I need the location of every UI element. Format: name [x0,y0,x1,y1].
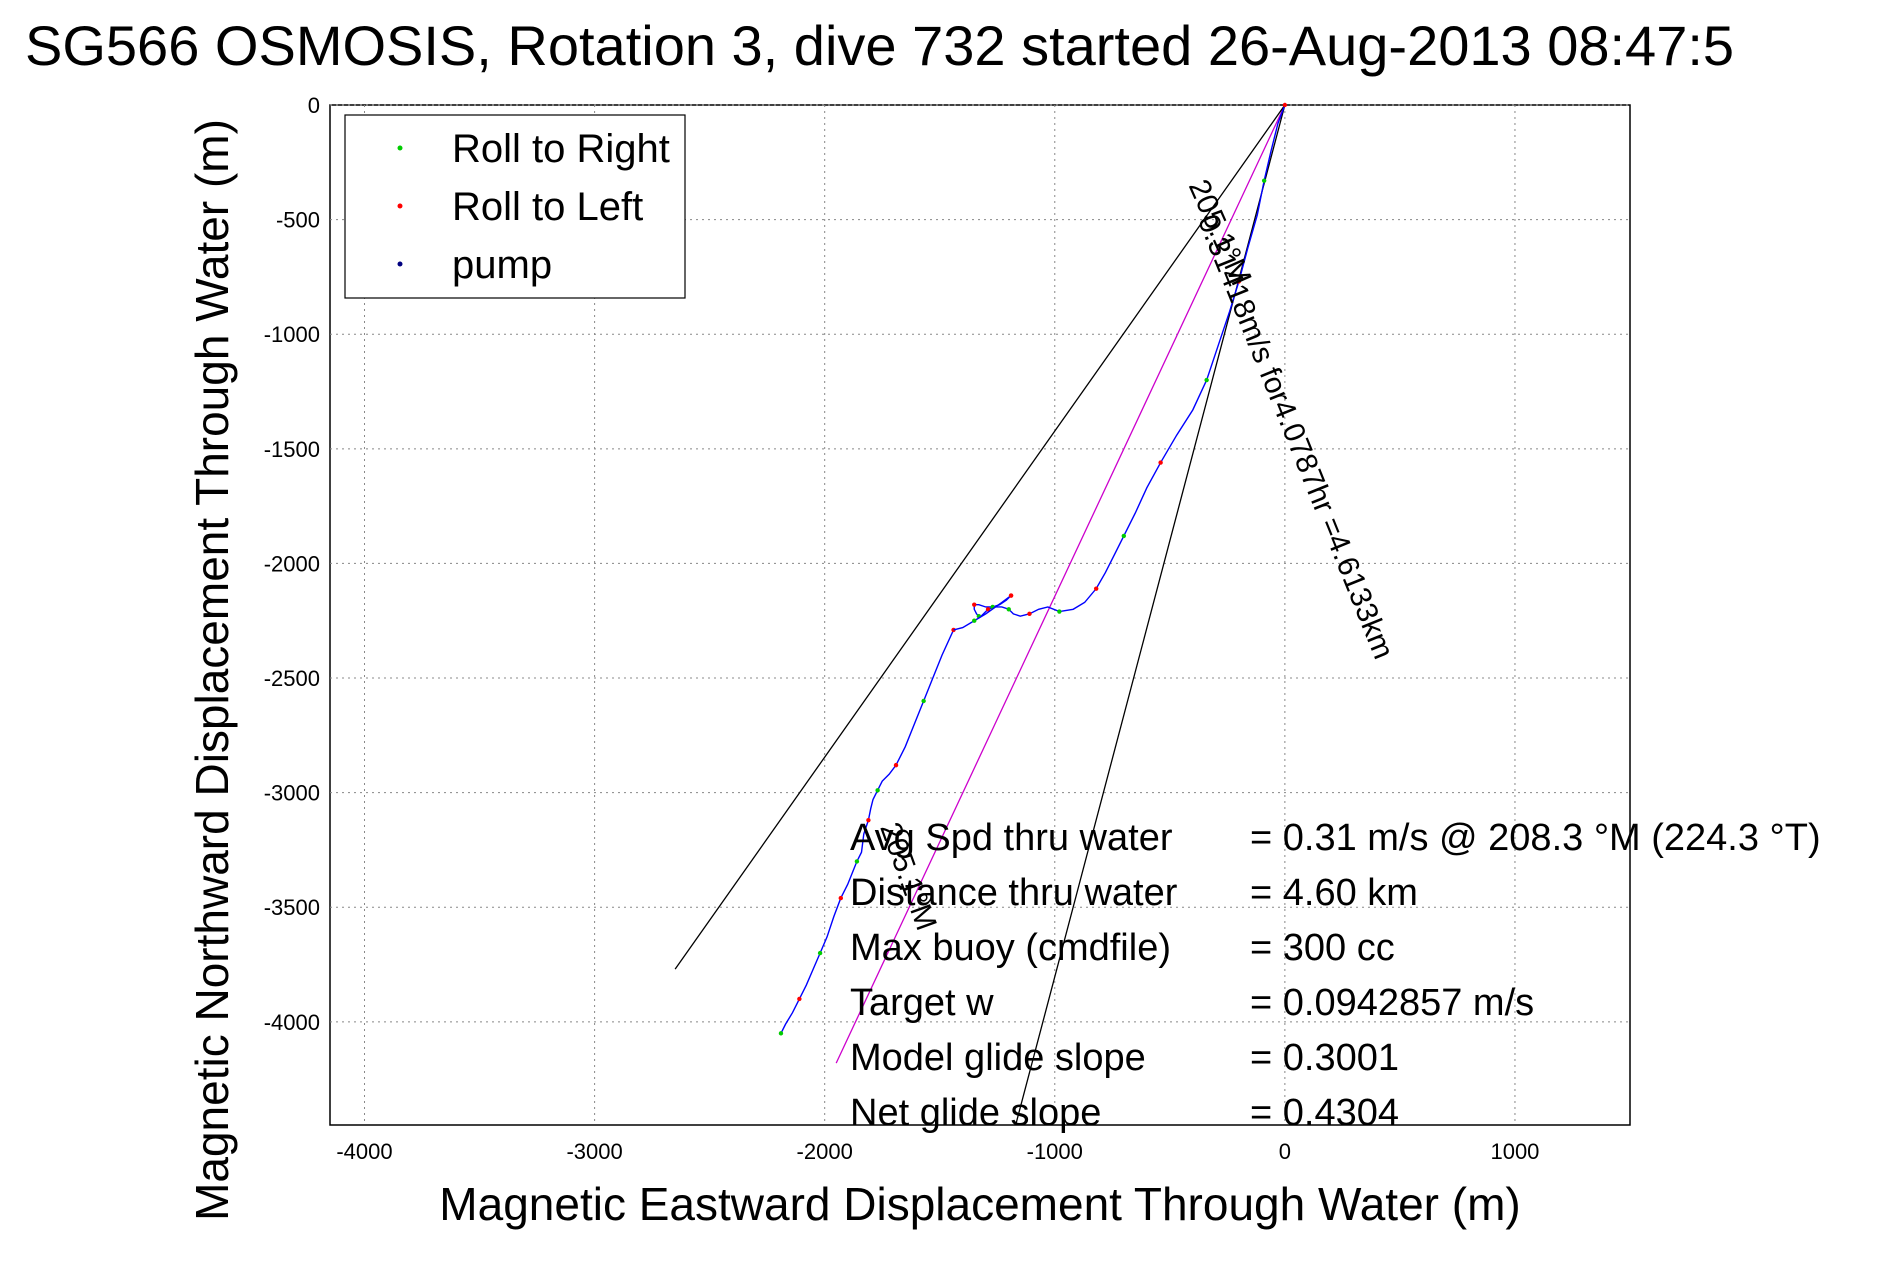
track-point [854,859,860,864]
track-point [797,996,802,1002]
series-bridge [953,594,1012,631]
line-heading [835,104,1286,1064]
track-point [985,607,991,612]
stat-value: = 0.31 m/s @ 208.3 °M (224.3 °T) [1250,817,1821,859]
track-point [921,698,926,704]
stat-label: Max buoy (cmdfile) [850,927,1171,969]
chart-title: SG566 OSMOSIS, Rotation 3, dive 732 star… [25,14,1734,77]
series-track-lower [780,629,955,1034]
stat-value: = 4.60 km [1250,872,1418,914]
track-point [893,762,899,768]
stat-label: Target w [850,982,994,1024]
y-tick-label: -1500 [264,437,320,462]
track-point [1261,178,1267,183]
stat-label: Net glide slope [850,1092,1101,1134]
y-tick-label: -2500 [264,666,320,691]
track-point [1006,607,1011,612]
line-envelope-left [674,104,1286,970]
stat-label: Distance thru water [850,872,1178,914]
y-axis-label: Magnetic Northward Displacement Through … [186,119,238,1221]
track-point [1121,533,1127,539]
track-point [778,1031,784,1036]
y-tick-label: -2000 [264,551,320,576]
stat-label: Model glide slope [850,1037,1146,1079]
y-tick-label: 0 [308,93,320,118]
track-point [1057,609,1062,614]
y-tick-label: -3500 [264,895,320,920]
y-tick-label: -3000 [264,781,320,806]
track-point [972,602,977,607]
stat-value: = 0.0942857 m/s [1250,982,1534,1024]
stat-value: = 0.3001 [1250,1037,1399,1079]
y-tick-label: -1000 [264,322,320,347]
legend-marker [397,261,403,267]
stat-value: = 300 cc [1250,927,1395,969]
track-series [778,102,1288,1036]
x-tick-label: 1000 [1490,1139,1539,1164]
stat-label: Avg Spd thru water [850,817,1173,859]
x-tick-label: -3000 [566,1139,622,1164]
track-point [1008,593,1014,598]
axis-ticks: -4000 -3000 -2000 -1000 0 1000 0 -500 -1000 -1500… [264,93,1540,1164]
y-tick-label: -500 [276,208,320,233]
track-point [972,618,977,623]
x-axis-label: Magnetic Eastward Displacement Through W… [439,1178,1520,1230]
track-point [1158,460,1163,465]
stat-value: = 0.4304 [1250,1092,1399,1134]
legend: Roll to Right Roll to Left pump [344,114,686,299]
track-point [1027,611,1032,617]
track-point [1236,279,1242,284]
track-point [875,788,880,793]
legend-entry: Roll to Left [452,185,643,229]
legend-marker [397,203,403,209]
track-point [817,950,823,956]
x-tick-label: -4000 [336,1139,392,1164]
track-point [1282,102,1288,108]
x-tick-label: -2000 [797,1139,853,1164]
track-point [838,895,843,901]
track-point [1204,377,1209,383]
track-point [866,817,871,823]
legend-marker [397,145,403,151]
track-point [1093,586,1099,591]
legend-entry: Roll to Right [452,127,670,171]
x-tick-label: -1000 [1027,1139,1083,1164]
legend-entry: pump [452,243,552,287]
stats-block: Avg Spd thru water = 0.31 m/s @ 208.3 °M … [850,817,1821,1134]
y-tick-label: -4000 [264,1010,320,1035]
x-tick-label: 0 [1279,1139,1291,1164]
